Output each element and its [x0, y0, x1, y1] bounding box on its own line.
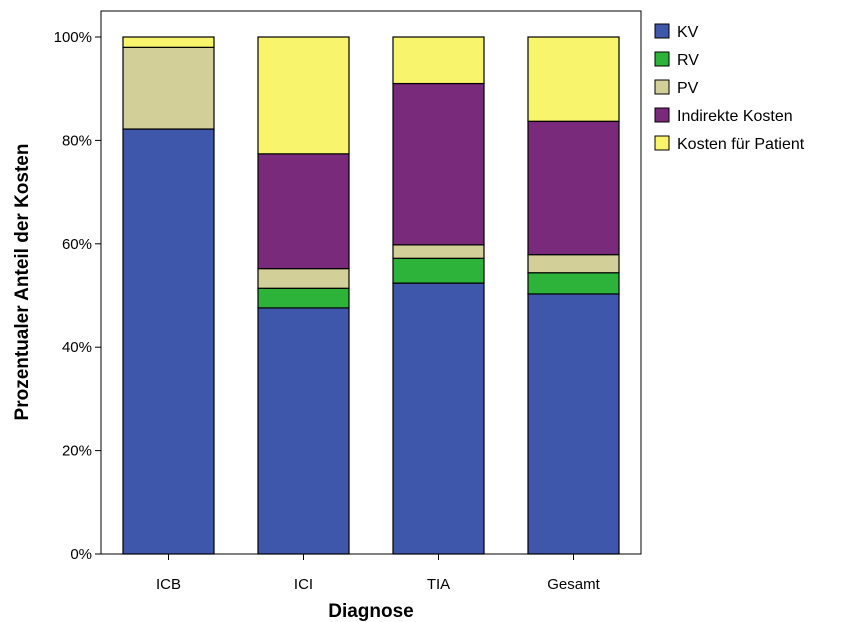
bar-segment-gesamt-kosten-fr-patient [527, 36, 620, 122]
y-tick-label: 40% [62, 339, 92, 356]
y-axis-ticks: 0% 20% 40% 60% 80% 100% [54, 29, 101, 563]
x-tick-label: ICI [294, 576, 313, 593]
legend-label: RV [677, 52, 699, 69]
bar-segment-ici-kosten-fr-patient [257, 36, 350, 155]
legend-swatch [654, 107, 670, 123]
bar-segment-gesamt-kv [527, 293, 620, 555]
legend-swatch [654, 23, 670, 39]
bar-segment-tia-rv [392, 257, 485, 284]
y-axis-title: Prozentualer Anteil der Kosten [12, 144, 33, 421]
bar-segment-gesamt-pv [527, 254, 620, 274]
y-tick-label: 100% [54, 29, 92, 46]
bar-segment-ici-indirekte-kosten [257, 153, 350, 270]
plot-area: 0% 20% 40% 60% 80% 100% ICB ICI TIA Gesamt [54, 10, 642, 593]
x-tick-label: Gesamt [547, 576, 600, 593]
bar-segment-gesamt-rv [527, 272, 620, 295]
bar-segment-gesamt-indirekte-kosten [527, 120, 620, 256]
x-axis-ticks: ICB ICI TIA Gesamt [156, 554, 601, 593]
bar-segment-ici-rv [257, 287, 350, 309]
legend-label: Kosten für Patient [677, 136, 805, 153]
legend-swatch [654, 79, 670, 95]
legend-swatch [654, 51, 670, 67]
legend: KV RV PV Indirekte Kosten Kosten für Patient [654, 23, 805, 153]
bar-segment-icb-kosten-fr-patient [122, 36, 215, 48]
legend-label: PV [677, 80, 699, 97]
bar-segment-tia-indirekte-kosten [392, 82, 485, 246]
y-tick-label: 60% [62, 236, 92, 253]
bar-segment-tia-kosten-fr-patient [392, 36, 485, 85]
legend-label: KV [677, 24, 699, 41]
legend-label: Indirekte Kosten [677, 108, 793, 125]
bars [122, 36, 620, 555]
x-tick-label: TIA [427, 576, 450, 593]
x-tick-label: ICB [156, 576, 181, 593]
y-tick-label: 0% [70, 546, 92, 563]
legend-swatch [654, 135, 670, 151]
bar-segment-icb-pv [122, 46, 215, 130]
y-tick-label: 20% [62, 443, 92, 460]
bar-segment-tia-kv [392, 282, 485, 555]
bar-segment-tia-pv [392, 244, 485, 259]
x-axis-title: Diagnose [328, 601, 414, 622]
bar-segment-ici-kv [257, 307, 350, 555]
bar-segment-icb-kv [122, 128, 215, 555]
bar-segment-ici-pv [257, 268, 350, 289]
y-tick-label: 80% [62, 132, 92, 149]
